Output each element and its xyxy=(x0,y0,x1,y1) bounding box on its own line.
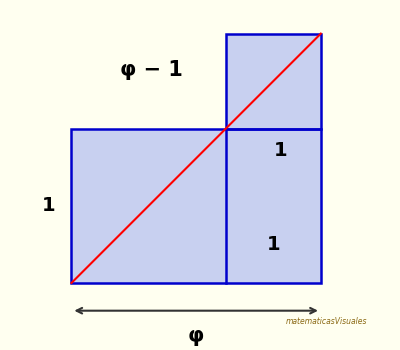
Text: 1: 1 xyxy=(266,235,280,254)
Bar xyxy=(226,129,321,283)
Bar xyxy=(226,34,321,129)
Bar xyxy=(226,34,321,129)
Bar xyxy=(72,129,226,283)
Text: φ − 1: φ − 1 xyxy=(120,61,182,80)
Bar xyxy=(72,129,321,283)
Text: φ: φ xyxy=(188,326,204,346)
Text: 1: 1 xyxy=(274,141,288,160)
Text: 1: 1 xyxy=(42,196,55,215)
Text: matematicasVisuales: matematicasVisuales xyxy=(286,317,367,326)
